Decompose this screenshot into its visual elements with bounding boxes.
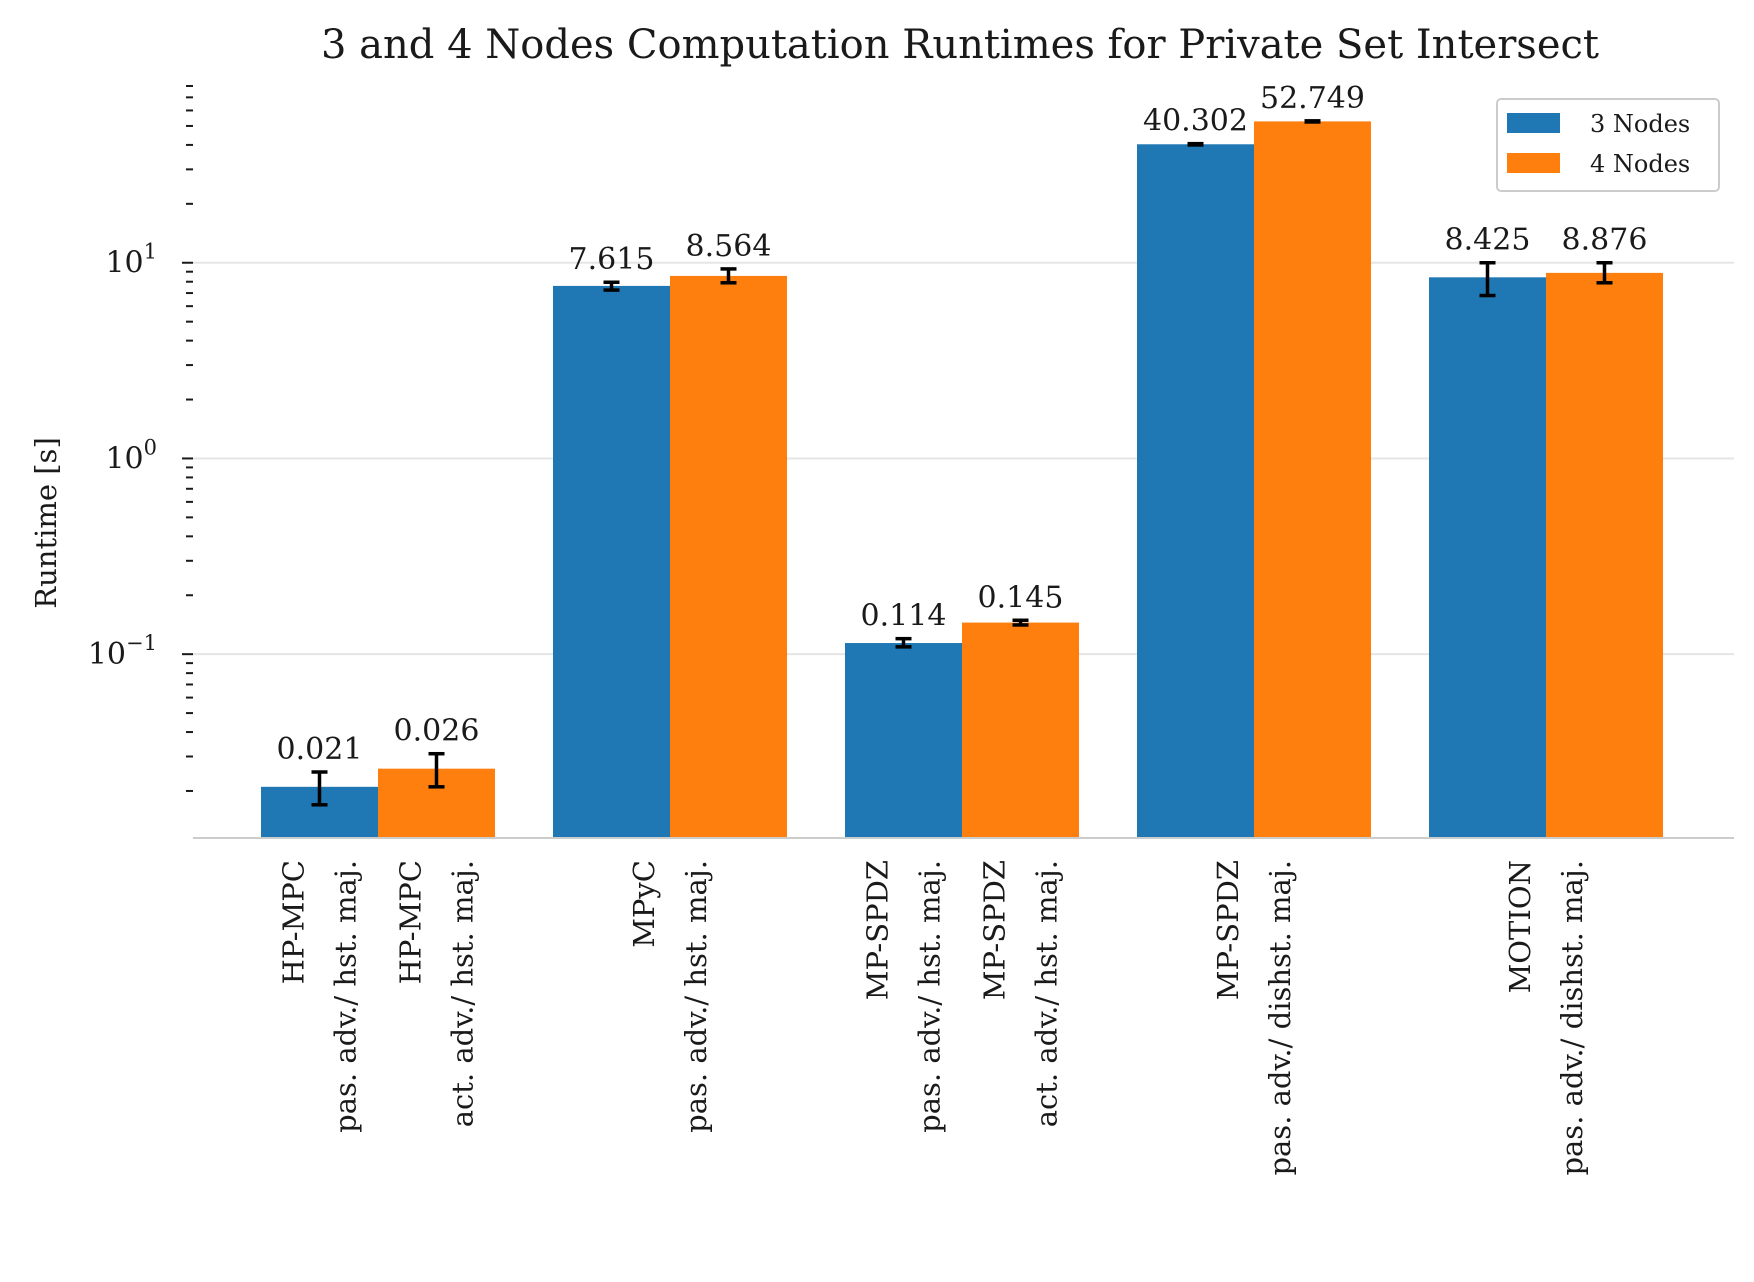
- x-tick-label-4: MOTION pas. adv./ dishst. maj.: [1503, 860, 1589, 1176]
- data-label: 8.876: [1562, 223, 1648, 258]
- data-label: 0.026: [394, 714, 480, 749]
- x-tick-line: MPyC: [627, 860, 661, 948]
- bar-4-nodes: [670, 275, 787, 838]
- x-tick-line: act. adv./ hst. maj.: [1030, 860, 1064, 1127]
- x-tick-line: pas. adv./ dishst. maj.: [1555, 860, 1589, 1176]
- x-tick-line: pas. adv./ hst. maj.: [679, 860, 713, 1133]
- x-tick-line: MP-SPDZ: [861, 860, 895, 1000]
- bar-4-nodes: [962, 622, 1079, 838]
- legend-swatch-3-nodes: [1507, 113, 1560, 133]
- x-tick-label-3: MP-SPDZ pas. adv./ dishst. maj.: [1211, 860, 1297, 1176]
- data-label: 40.302: [1143, 104, 1248, 139]
- x-tick-label-2-0: MP-SPDZ pas. adv./ hst. maj.: [861, 860, 947, 1133]
- legend-label-4-nodes: 4 Nodes: [1590, 150, 1690, 178]
- legend-swatch-4-nodes: [1507, 153, 1560, 173]
- x-tick-line: MP-SPDZ: [978, 860, 1012, 1000]
- y-tick-label: 100: [105, 435, 157, 476]
- x-tick-line: pas. adv./ hst. maj.: [329, 860, 363, 1133]
- data-label: 0.021: [277, 732, 363, 767]
- x-tick-line: HP-MPC: [277, 860, 311, 984]
- bar-3-nodes: [1137, 144, 1254, 838]
- x-tick-label-1: MPyC pas. adv./ hst. maj.: [627, 860, 713, 1133]
- x-tick-line: HP-MPC: [394, 860, 428, 984]
- x-tick-line: act. adv./ hst. maj.: [446, 860, 480, 1127]
- y-tick-label: 10−1: [88, 631, 157, 672]
- x-axis-ticks: HP-MPC pas. adv./ hst. maj. HP-MPC act. adv…: [277, 860, 1590, 1176]
- x-tick-line: pas. adv./ hst. maj.: [913, 860, 947, 1133]
- bar-4-nodes: [1546, 272, 1663, 838]
- legend: 3 Nodes 4 Nodes: [1496, 98, 1720, 192]
- bar-3-nodes: [845, 643, 962, 838]
- bar-3-nodes: [553, 285, 670, 838]
- x-tick-label-0-1: HP-MPC act. adv./ hst. maj.: [394, 860, 480, 1127]
- legend-label-3-nodes: 3 Nodes: [1590, 110, 1690, 138]
- data-label: 0.145: [978, 580, 1064, 615]
- chart-title: 3 and 4 Nodes Computation Runtimes for P…: [321, 22, 1599, 68]
- data-label: 7.615: [569, 242, 655, 277]
- y-tick-label: 101: [105, 240, 157, 281]
- x-tick-line: pas. adv./ dishst. maj.: [1263, 860, 1297, 1176]
- y-axis-label: Runtime [s]: [29, 437, 63, 609]
- x-tick-line: MP-SPDZ: [1211, 860, 1245, 1000]
- bars: 0.021 0.026 7.615 8.564 0.114 0.145 40.302 52.7…: [261, 81, 1663, 838]
- data-label: 52.749: [1260, 81, 1365, 116]
- data-label: 8.564: [686, 229, 772, 264]
- y-axis-ticks: 10−1 100 101: [88, 85, 193, 792]
- x-tick-label-2-1: MP-SPDZ act. adv./ hst. maj.: [978, 860, 1064, 1127]
- x-tick-line: MOTION: [1503, 860, 1537, 993]
- x-tick-label-0-0: HP-MPC pas. adv./ hst. maj.: [277, 860, 363, 1133]
- data-label: 8.425: [1445, 223, 1531, 258]
- bar-4-nodes: [1254, 121, 1371, 838]
- bar-3-nodes: [1429, 277, 1546, 838]
- data-label: 0.114: [861, 599, 947, 634]
